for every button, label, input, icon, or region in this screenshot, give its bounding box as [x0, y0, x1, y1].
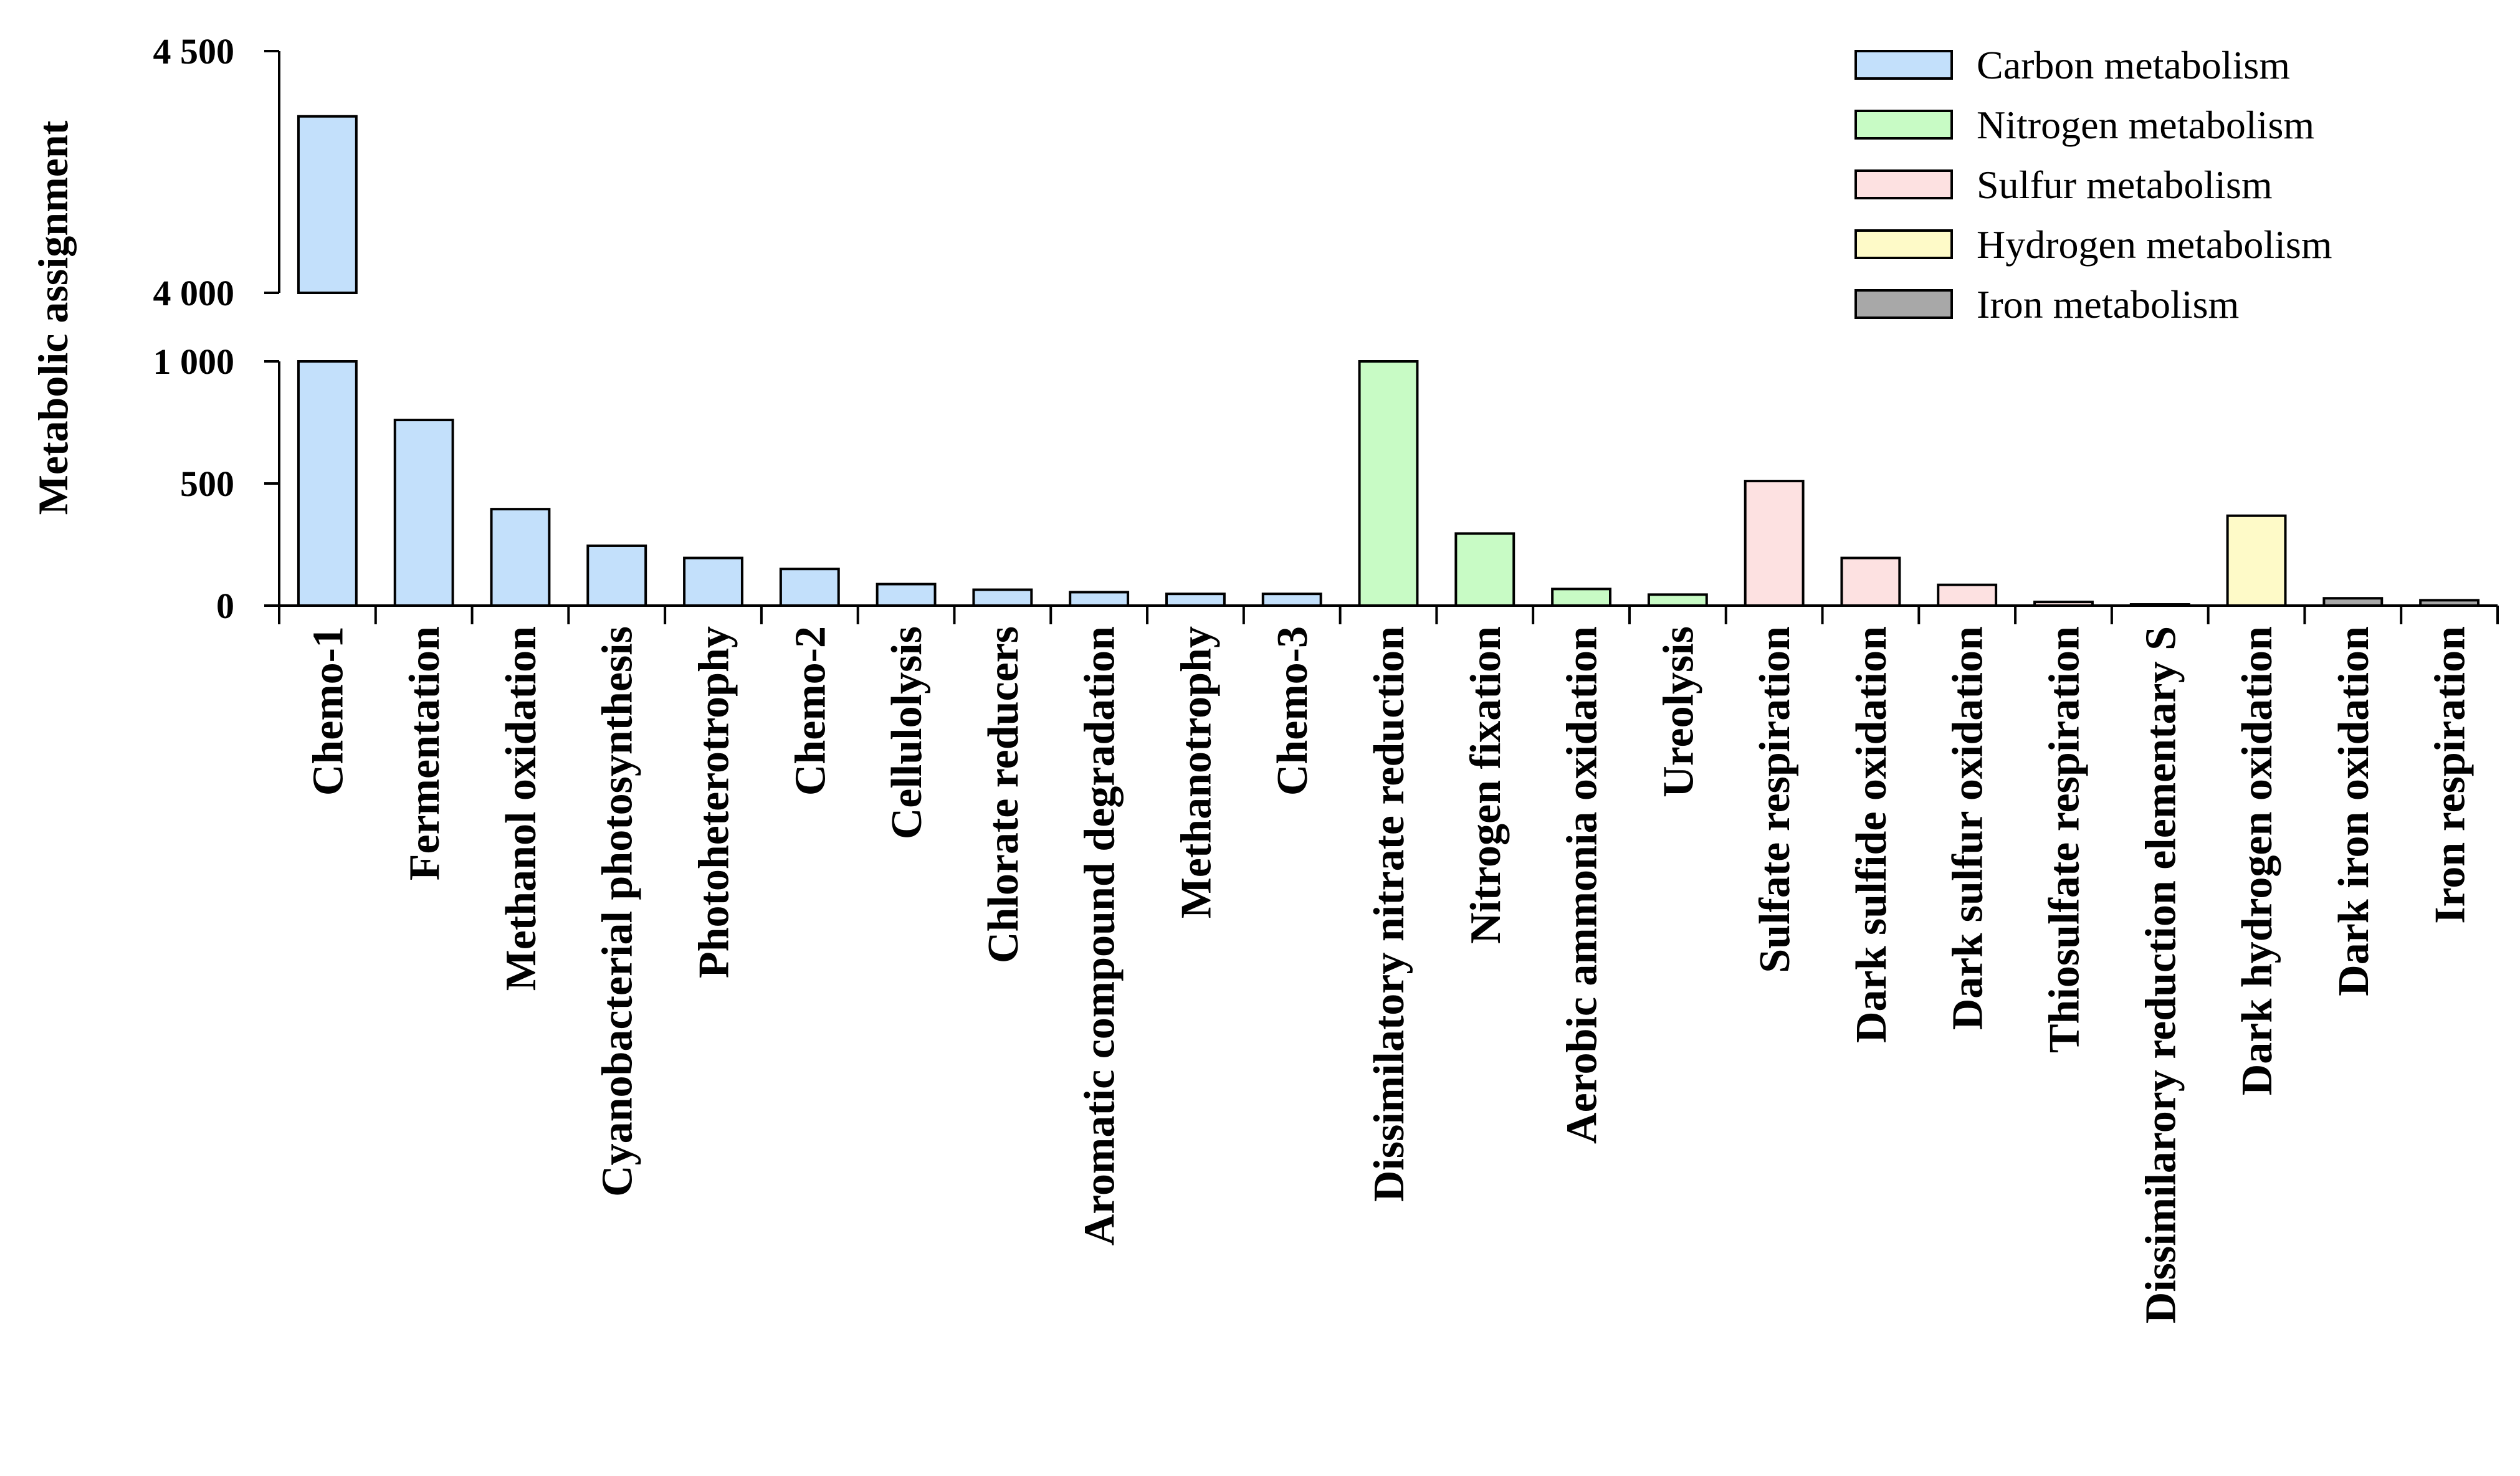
- category-label-7: Cellulolysis: [883, 626, 931, 839]
- legend-swatch-2: [1854, 110, 1953, 140]
- y-axis-title: Metabolic assignment: [29, 120, 77, 515]
- bar-5: [683, 556, 743, 607]
- bar-17: [1840, 556, 1901, 607]
- bar-6: [779, 568, 840, 607]
- y-tick-lower-3-label: 1 000: [153, 341, 235, 382]
- category-label-1: Chemo-1: [304, 626, 352, 796]
- category-label-17: Dark sulfide oxidation: [1848, 626, 1896, 1043]
- axes-layer: 0 500 1 000 4 000 4 500: [153, 31, 2499, 626]
- y-tick-lower-1-label: 0: [216, 586, 234, 626]
- bar-4: [586, 544, 647, 607]
- legend-label-3: Sulfur metabolism: [1977, 163, 2273, 207]
- bar-14: [1551, 588, 1611, 607]
- category-label-15: Ureolysis: [1654, 626, 1702, 798]
- category-label-11: Chemo-3: [1269, 626, 1317, 796]
- category-label-20: Dissimilarory reduction elementary S: [2137, 626, 2185, 1323]
- y-tick-upper-1-label: 4 000: [153, 273, 235, 313]
- bar-9: [1069, 591, 1130, 607]
- legend-label-5: Iron metabolism: [1977, 282, 2239, 326]
- category-label-3: Methanol oxidation: [497, 626, 545, 991]
- category-label-21: Dark hydrogen oxidation: [2233, 626, 2281, 1095]
- bar-1: [297, 360, 358, 607]
- legend-label-2: Nitrogen metabolism: [1977, 103, 2314, 147]
- category-labels-layer: Chemo-1 Fermentation Methanol oxidation Cya…: [304, 626, 2474, 1323]
- category-label-13: Nitrogen fixation: [1462, 626, 1510, 944]
- y-tick-upper-2-label: 4 500: [153, 31, 235, 72]
- legend-label-4: Hydrogen metabolism: [1977, 222, 2332, 267]
- bar-21: [2226, 514, 2287, 607]
- y-tick-lower-2-label: 500: [180, 464, 234, 504]
- category-label-4: Cyanobacterial photosynthesis: [594, 626, 642, 1197]
- bar-7: [876, 583, 937, 607]
- category-label-14: Aerobic ammonia oxidation: [1558, 626, 1606, 1144]
- legend-label-1: Carbon metabolism: [1977, 43, 2290, 87]
- legend: Carbon metabolism Nitrogen metabolism Sulf…: [1854, 43, 2332, 326]
- bar-12: [1358, 360, 1419, 607]
- category-label-8: Chlorate reducers: [980, 626, 1028, 963]
- category-label-9: Aromatic compound degradation: [1076, 626, 1124, 1245]
- legend-swatch-1: [1854, 50, 1953, 80]
- bar-11: [1261, 593, 1322, 607]
- bar-8: [972, 588, 1033, 607]
- legend-swatch-4: [1854, 229, 1953, 259]
- category-label-10: Methanotrophy: [1172, 626, 1220, 918]
- bars-layer: [297, 115, 2480, 607]
- category-label-12: Dissimilatory nitrate reduction: [1365, 626, 1413, 1202]
- legend-swatch-3: [1854, 169, 1953, 199]
- bar-3: [490, 508, 551, 607]
- category-label-16: Sulfate respiration: [1751, 626, 1799, 973]
- bar-15: [1647, 593, 1708, 607]
- category-label-22: Dark iron oxidation: [2330, 626, 2378, 996]
- category-label-2: Fermentation: [401, 626, 449, 880]
- bar-13: [1454, 532, 1515, 607]
- bar-16: [1744, 480, 1805, 607]
- bar-10: [1165, 593, 1226, 607]
- category-label-6: Chemo-2: [786, 626, 834, 796]
- category-label-5: Photoheterotrophy: [690, 626, 738, 978]
- category-label-18: Dark sulfur oxidation: [1944, 626, 1992, 1030]
- category-label-19: Thiosulfate respiration: [2040, 626, 2088, 1053]
- bar-18: [1937, 583, 1998, 607]
- bar-2: [393, 419, 454, 607]
- legend-swatch-5: [1854, 289, 1953, 319]
- bar-1-upper: [297, 115, 358, 294]
- category-label-23: Iron respiration: [2427, 626, 2475, 924]
